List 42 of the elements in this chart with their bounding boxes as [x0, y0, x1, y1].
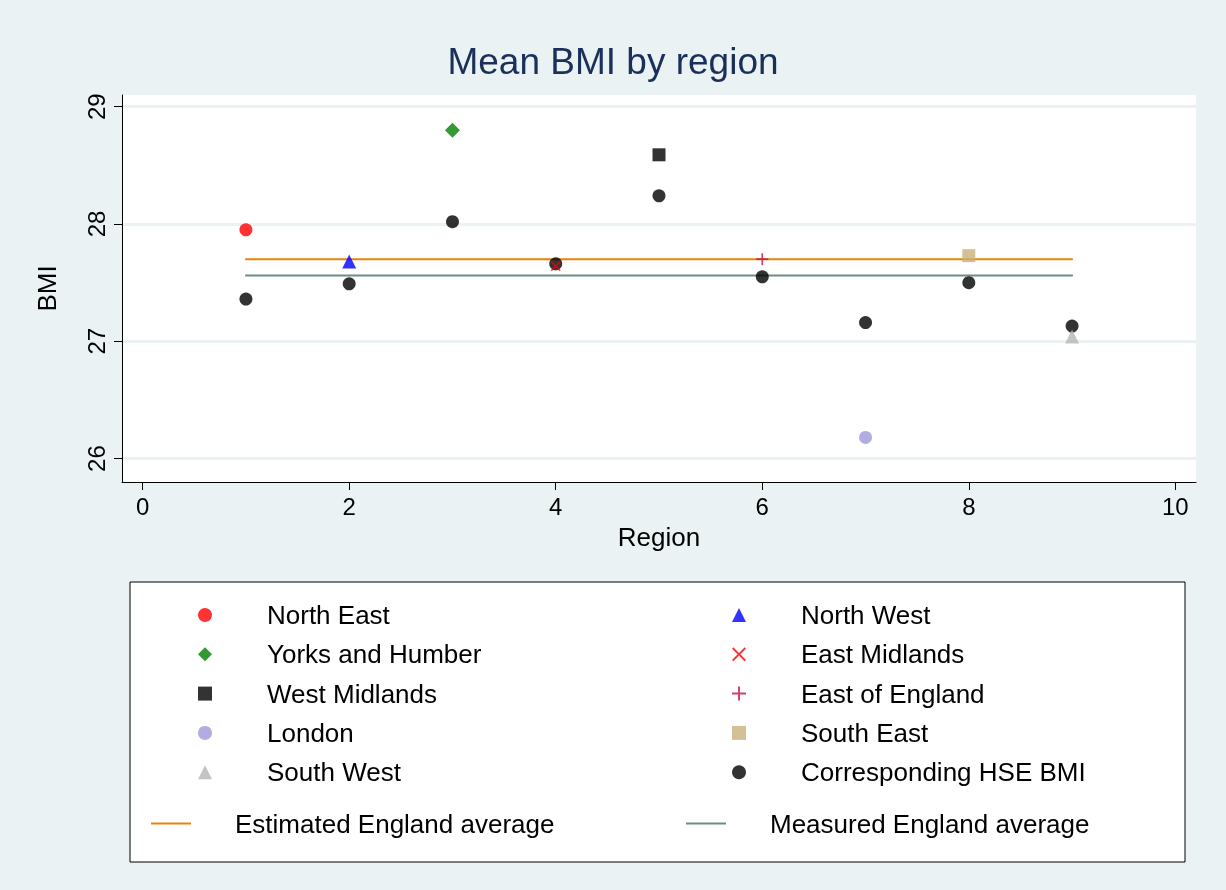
point	[859, 316, 873, 330]
x-tick-label: 2	[342, 492, 356, 520]
point	[239, 292, 253, 306]
point	[755, 270, 769, 284]
point	[239, 223, 253, 237]
chart-title: Mean BMI by region	[447, 41, 779, 82]
x-tick-label: 4	[549, 492, 563, 520]
y-tick-label: 29	[82, 93, 110, 121]
legend-label: East of England	[801, 678, 985, 709]
point	[652, 189, 666, 203]
legend-label: Measured England average	[770, 808, 1090, 839]
legend-label: London	[267, 717, 354, 748]
legend-label: Corresponding HSE BMI	[801, 757, 1086, 788]
legend-label: North West	[801, 600, 932, 630]
x-tick-label: 10	[1161, 492, 1189, 520]
point	[1065, 319, 1079, 333]
point	[962, 276, 976, 290]
legend-label: East Midlands	[801, 639, 965, 670]
point	[652, 148, 666, 162]
y-tick-label: 26	[82, 445, 110, 472]
point	[756, 253, 769, 266]
x-axis-title: Region	[617, 522, 701, 552]
y-axis-title: BMI	[32, 265, 62, 312]
legend-label: Estimated England average	[235, 808, 555, 839]
y-tick-label: 28	[82, 210, 110, 238]
legend-label: South East	[801, 717, 929, 748]
point	[342, 277, 356, 291]
x-tick-label: 0	[135, 492, 150, 520]
legend-label: North East	[267, 600, 391, 630]
legend-label: West Midlands	[267, 678, 438, 709]
point	[342, 254, 357, 269]
legend-label: Yorks and Humber	[267, 639, 482, 670]
y-tick-label: 27	[82, 327, 110, 355]
point	[445, 215, 459, 229]
point	[1065, 329, 1080, 344]
x-tick-label: 6	[755, 492, 769, 520]
point	[444, 122, 460, 138]
point	[859, 430, 873, 444]
point	[962, 249, 976, 263]
point	[550, 261, 561, 272]
x-tick-label: 8	[962, 492, 976, 520]
legend-label: South West	[267, 757, 402, 788]
